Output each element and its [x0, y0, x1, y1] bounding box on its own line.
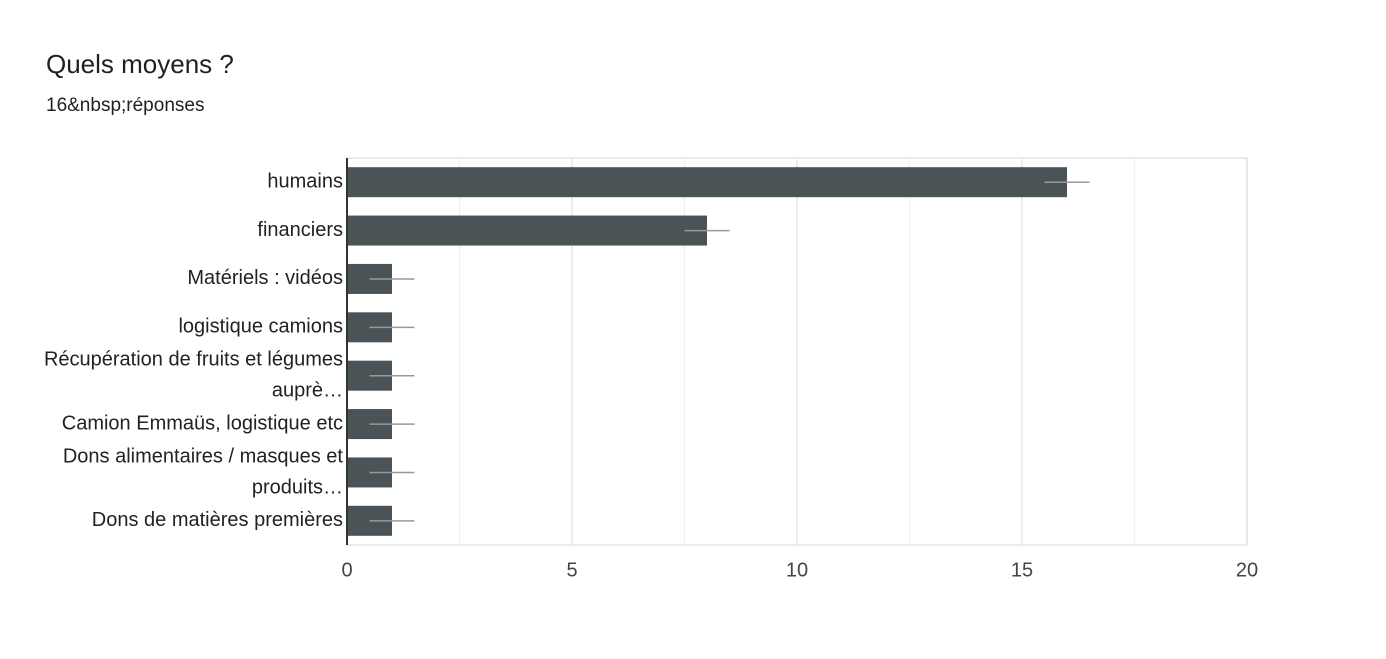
y-tick-label: Dons de matières premières — [92, 509, 343, 531]
y-tick-label: Récupération de fruits et légumes auprè… — [44, 349, 343, 402]
y-tick-label: Matériels : vidéos — [187, 267, 343, 289]
y-tick-label: Dons alimentaires / masques et produits… — [63, 446, 344, 499]
x-tick-label: 5 — [566, 559, 577, 581]
label-line: produits… — [252, 477, 343, 499]
x-tick-label: 0 — [341, 559, 352, 581]
y-tick-label: Camion Emmaüs, logistique etc — [62, 412, 343, 434]
marks — [347, 167, 1090, 536]
y-tick-label: humains — [267, 170, 343, 192]
x-tick-label: 15 — [1011, 559, 1033, 581]
y-tick-label: logistique camions — [178, 316, 343, 338]
label-line: Récupération de fruits et légumes — [44, 349, 343, 371]
bar — [347, 215, 707, 246]
chart-title: Quels moyens ? — [46, 49, 234, 79]
label-line: auprè… — [272, 380, 343, 402]
y-tick-label: financiers — [257, 219, 343, 241]
label-line: Dons alimentaires / masques et — [63, 446, 344, 468]
chart-subtitle: 16&nbsp;réponses — [46, 95, 204, 116]
bar — [347, 167, 1067, 198]
x-tick-label: 20 — [1236, 559, 1258, 581]
x-tick-label: 10 — [786, 559, 808, 581]
